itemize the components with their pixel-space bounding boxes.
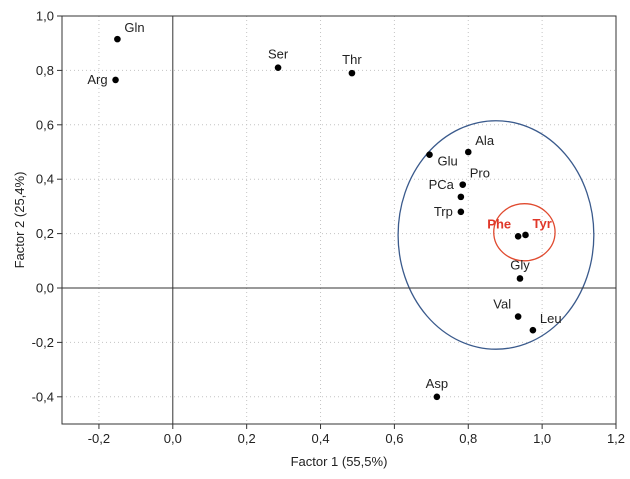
point-label-pca: PCa — [429, 177, 455, 192]
point-arg — [112, 76, 119, 84]
x-tick-label: 1,2 — [607, 431, 625, 446]
reference-lines — [62, 16, 616, 424]
y-tick-label: 0,4 — [36, 172, 54, 187]
x-tick-label: -0,2 — [88, 431, 110, 446]
y-axis-title: Factor 2 (25,4%) — [12, 172, 27, 269]
x-tick-label: 1,0 — [533, 431, 551, 446]
point-label-gln: Gln — [124, 20, 144, 35]
y-tick-label: 0,2 — [36, 226, 54, 241]
point-label-ala: Ala — [475, 133, 495, 148]
point-pro — [459, 181, 467, 188]
grid-lines — [62, 16, 616, 424]
point-glu — [426, 151, 433, 159]
x-tick-label: 0,8 — [459, 431, 477, 446]
y-tick-label: 0,6 — [36, 117, 54, 132]
point-label-thr: Thr — [342, 52, 362, 67]
point-tyr — [522, 231, 529, 239]
point-label-arg: Arg — [87, 72, 107, 87]
point-gln — [114, 35, 121, 43]
x-tick-label: 0,4 — [311, 431, 329, 446]
x-tick-label: 0,6 — [385, 431, 403, 446]
plot-frame — [61, 15, 617, 425]
point-ala — [464, 148, 472, 156]
point-label-val: Val — [493, 297, 511, 312]
point-asp — [433, 393, 441, 401]
x-axis-title: Factor 1 (55,5%) — [291, 454, 388, 469]
y-axis-ticks: 1,0 0,8 0,6 0,4 0,2 0,0 -0,2 -0,4 — [32, 9, 62, 404]
point-label-leu: Leu — [540, 311, 562, 326]
y-tick-label: 1,0 — [36, 9, 54, 24]
point-label-pro: Pro — [470, 166, 490, 181]
data-points — [112, 35, 537, 401]
point-label-tyr: Tyr — [533, 216, 552, 231]
point-pca — [457, 193, 465, 201]
y-tick-label: 0,0 — [36, 281, 54, 296]
cluster-circles — [397, 120, 595, 350]
point-leu — [529, 326, 537, 334]
x-tick-label: 0,0 — [164, 431, 182, 446]
large-cluster-circle — [397, 120, 595, 350]
point-trp — [457, 208, 465, 216]
point-thr — [348, 69, 356, 77]
point-labels: Gln Arg Ser Thr Ala Glu Pro PCa Trp Phe Tyr Gly Val L… — [87, 20, 561, 391]
point-val — [514, 313, 522, 320]
x-axis-ticks: -0,2 0,0 0,2 0,4 0,6 0,8 1,0 1,2 — [88, 424, 625, 446]
point-label-asp: Asp — [426, 376, 448, 391]
phe-tyr-circle — [493, 203, 556, 262]
point-ser — [274, 64, 282, 71]
point-label-trp: Trp — [434, 204, 453, 219]
y-tick-label: -0,4 — [32, 389, 54, 404]
point-phe — [514, 233, 522, 240]
point-gly — [516, 275, 524, 282]
point-label-glu: Glu — [437, 154, 457, 169]
point-label-phe: Phe — [487, 216, 511, 231]
point-label-ser: Ser — [268, 47, 289, 62]
y-tick-label: -0,2 — [32, 335, 54, 350]
x-tick-label: 0,2 — [238, 431, 256, 446]
y-tick-label: 0,8 — [36, 63, 54, 78]
point-label-gly: Gly — [510, 257, 530, 272]
